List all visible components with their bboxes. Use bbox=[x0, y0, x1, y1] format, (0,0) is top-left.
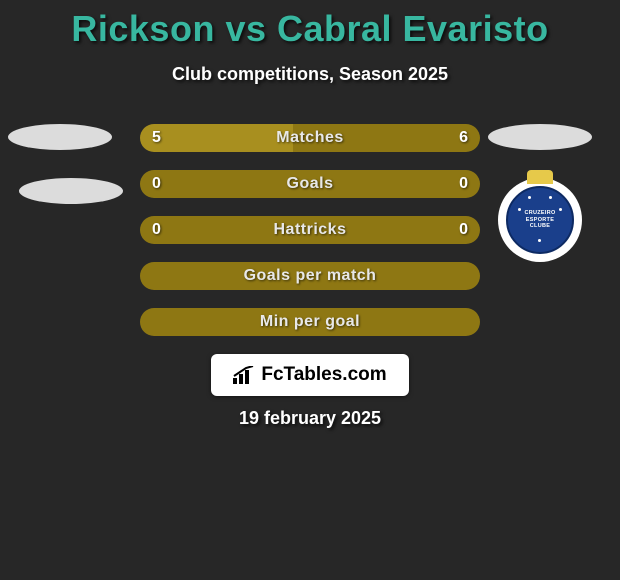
stat-label: Matches bbox=[276, 129, 344, 147]
stat-label: Goals per match bbox=[244, 267, 377, 285]
stat-label: Goals bbox=[287, 175, 334, 193]
stat-row: Goals per match bbox=[140, 262, 480, 290]
placeholder-blob bbox=[19, 178, 123, 204]
stat-row: Min per goal bbox=[140, 308, 480, 336]
subtitle: Club competitions, Season 2025 bbox=[0, 64, 620, 85]
stat-value-left: 0 bbox=[152, 175, 161, 193]
brand-text: FcTables.com bbox=[261, 364, 386, 386]
chart-icon bbox=[233, 366, 255, 384]
club-crest: CRUZEIROESPORTECLUBE bbox=[498, 178, 582, 262]
placeholder-blob bbox=[8, 124, 112, 150]
stat-value-left: 5 bbox=[152, 129, 161, 147]
stat-value-right: 6 bbox=[459, 129, 468, 147]
placeholder-blob bbox=[488, 124, 592, 150]
stat-row: 0 0 Hattricks bbox=[140, 216, 480, 244]
page-title: Rickson vs Cabral Evaristo bbox=[0, 0, 620, 50]
stat-row: 5 6 Matches bbox=[140, 124, 480, 152]
brand-badge: FcTables.com bbox=[0, 354, 620, 396]
stat-label: Hattricks bbox=[274, 221, 347, 239]
stat-row: 0 0 Goals bbox=[140, 170, 480, 198]
stat-value-right: 0 bbox=[459, 175, 468, 193]
stat-rows: 5 6 Matches 0 0 Goals 0 0 Hattricks Goals per mat… bbox=[140, 124, 480, 354]
crown-icon bbox=[527, 170, 553, 184]
date-text: 19 february 2025 bbox=[0, 408, 620, 429]
stat-label: Min per goal bbox=[260, 313, 360, 331]
stat-value-right: 0 bbox=[459, 221, 468, 239]
stat-value-left: 0 bbox=[152, 221, 161, 239]
